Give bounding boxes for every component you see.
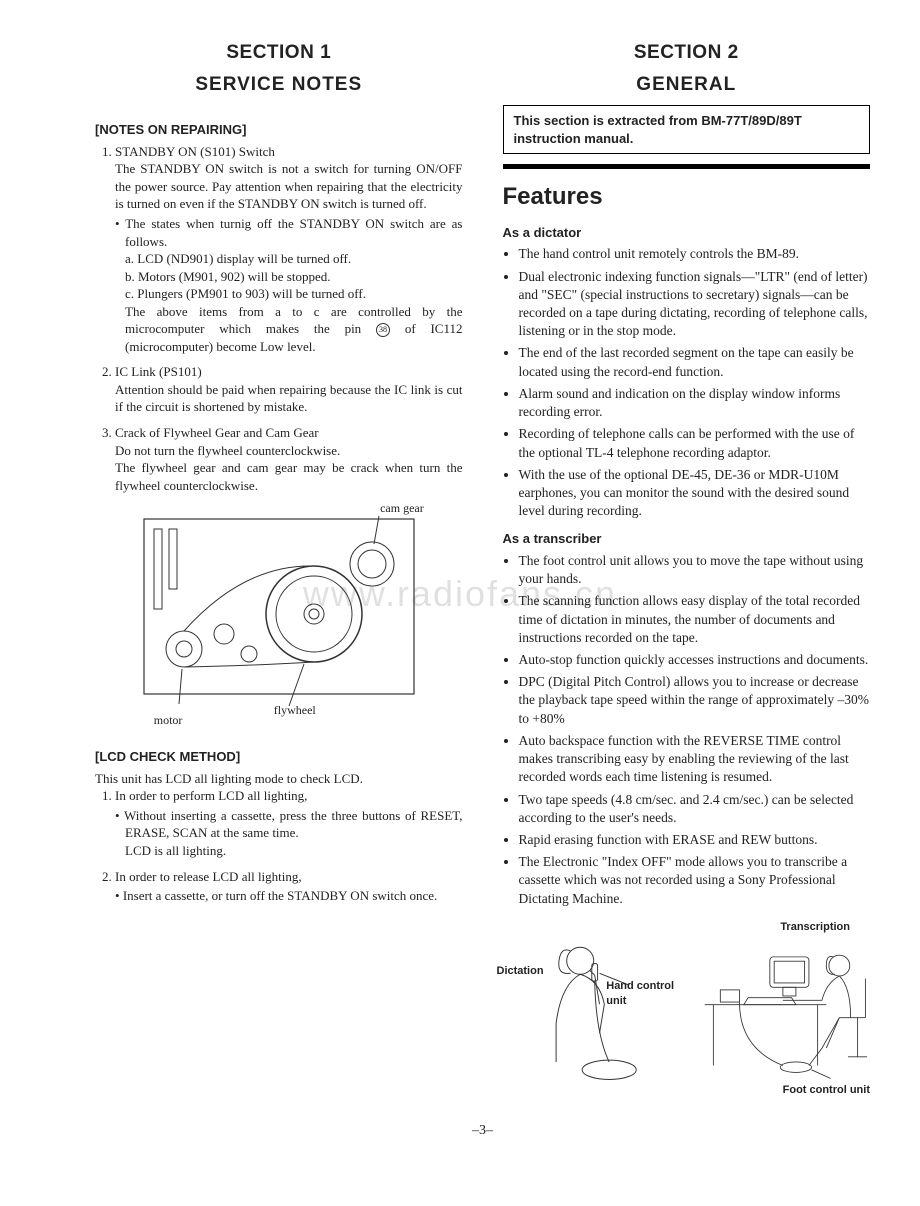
extract-callout: This section is extracted from BM-77T/89… [503, 105, 871, 154]
note1-a: a. LCD (ND901) display will be turned of… [125, 250, 463, 268]
dictator-item: With the use of the optional DE-45, DE-3… [519, 466, 871, 521]
note1-title: STANDBY ON (S101) Switch [115, 144, 275, 159]
lcd1-b1: Without inserting a cassette, press the … [115, 807, 463, 842]
label-cam-gear: cam gear [380, 500, 424, 516]
lcd-list: In order to perform LCD all lighting, Wi… [95, 787, 463, 904]
transcriber-item: The scanning function allows easy displa… [519, 592, 871, 647]
transcriber-item: DPC (Digital Pitch Control) allows you t… [519, 673, 871, 728]
label-dictation: Dictation [497, 964, 544, 979]
dictator-item: Alarm sound and indication on the displa… [519, 385, 871, 421]
repair-note-2: IC Link (PS101) Attention should be paid… [115, 363, 463, 416]
label-flywheel: flywheel [274, 702, 316, 718]
lcd1-b2: LCD is all lighting. [115, 842, 463, 860]
lcd-item-1: In order to perform LCD all lighting, Wi… [115, 787, 463, 859]
transcriber-item: The Electronic "Index OFF" mode allows y… [519, 853, 871, 908]
two-column-layout: SECTION 1 SERVICE NOTES [NOTES ON REPAIR… [95, 40, 870, 1094]
repair-note-3: Crack of Flywheel Gear and Cam Gear Do n… [115, 424, 463, 494]
section-1-number: SECTION 1 [95, 40, 463, 66]
transcriber-item: Auto backspace function with the REVERSE… [519, 732, 871, 787]
right-column: SECTION 2 GENERAL This section is extrac… [503, 40, 871, 1094]
label-foot-control: Foot control unit [783, 1083, 870, 1098]
transcription-illustration: Transcription Foot control unit [696, 924, 870, 1094]
note1-after: The above items from a to c are controll… [125, 303, 463, 356]
transcriber-list: The foot control unit allows you to move… [503, 552, 871, 908]
transcription-svg [696, 924, 870, 1094]
note3-line1: Do not turn the flywheel counterclockwis… [115, 443, 340, 458]
pin-icon: 38 [376, 323, 390, 337]
note1-bullet-states: The states when turnig off the STANDBY O… [115, 215, 463, 250]
note2-title: IC Link (PS101) [115, 364, 202, 379]
page-number: –3– [95, 1122, 870, 1141]
dictator-subheading: As a dictator [503, 224, 871, 242]
note1-b: b. Motors (M901, 902) will be stopped. [125, 268, 463, 286]
mechanism-svg [124, 504, 434, 724]
dictation-svg [503, 924, 677, 1094]
thick-rule [503, 164, 871, 169]
lcd2-title: In order to release LCD all lighting, [115, 869, 302, 884]
transcriber-item: Auto-stop function quickly accesses inst… [519, 651, 871, 669]
note1-bullets: The states when turnig off the STANDBY O… [115, 215, 463, 355]
section-2-title: GENERAL [503, 72, 871, 98]
lcd-item-2: In order to release LCD all lighting, In… [115, 868, 463, 905]
note2-body: Attention should be paid when repairing … [115, 382, 463, 415]
left-column: SECTION 1 SERVICE NOTES [NOTES ON REPAIR… [95, 40, 463, 1094]
label-transcription: Transcription [780, 920, 850, 935]
dictation-illustration: Dictation Hand control unit [503, 924, 677, 1094]
section-2-number: SECTION 2 [503, 40, 871, 66]
section-1-title: SERVICE NOTES [95, 72, 463, 98]
label-motor: motor [154, 712, 183, 728]
lcd2-b1: Insert a cassette, or turn off the STAND… [115, 887, 463, 905]
dictator-item: Recording of telephone calls can be perf… [519, 425, 871, 461]
dictator-item: The hand control unit remotely controls … [519, 245, 871, 263]
lcd1-title: In order to perform LCD all lighting, [115, 788, 307, 803]
features-heading: Features [503, 181, 871, 213]
note1-abc: a. LCD (ND901) display will be turned of… [115, 250, 463, 355]
mechanism-diagram: cam gear motor flywheel [124, 504, 434, 724]
dictator-list: The hand control unit remotely controls … [503, 245, 871, 520]
transcriber-item: Two tape speeds (4.8 cm/sec. and 2.4 cm/… [519, 791, 871, 827]
note3-line2: The flywheel gear and cam gear may be cr… [115, 460, 463, 493]
dictator-item: The end of the last recorded segment on … [519, 344, 871, 380]
label-hand-control: Hand control unit [606, 979, 686, 1009]
repair-notes-list: STANDBY ON (S101) Switch The STANDBY ON … [95, 143, 463, 494]
dictator-item: Dual electronic indexing function signal… [519, 268, 871, 341]
notes-on-repairing-heading: [NOTES ON REPAIRING] [95, 121, 463, 139]
lcd-intro: This unit has LCD all lighting mode to c… [95, 770, 463, 788]
lcd-check-heading: [LCD CHECK METHOD] [95, 748, 463, 766]
transcriber-subheading: As a transcriber [503, 530, 871, 548]
note1-c: c. Plungers (PM901 to 903) will be turne… [125, 285, 463, 303]
note3-title: Crack of Flywheel Gear and Cam Gear [115, 425, 319, 440]
transcriber-item: Rapid erasing function with ERASE and RE… [519, 831, 871, 849]
transcriber-item: The foot control unit allows you to move… [519, 552, 871, 588]
illustration-row: Dictation Hand control unit Transcriptio… [503, 924, 871, 1094]
note1-body: The STANDBY ON switch is not a switch fo… [115, 161, 463, 211]
repair-note-1: STANDBY ON (S101) Switch The STANDBY ON … [115, 143, 463, 356]
